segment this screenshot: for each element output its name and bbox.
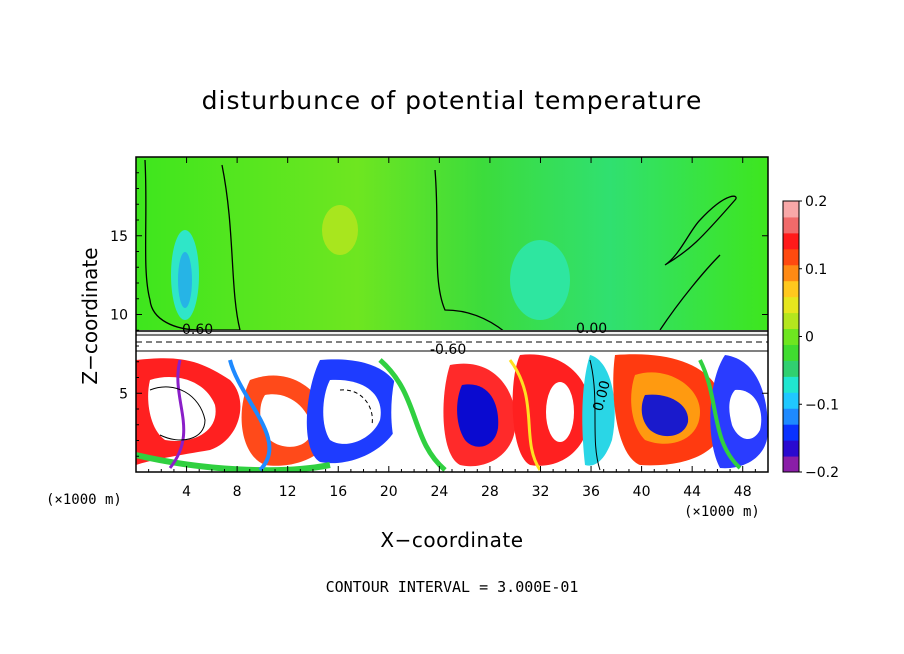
lower-field [136,352,768,472]
x-tick-label: 48 [734,484,752,500]
blue-plume-core [178,252,192,308]
colorbar-segment [783,408,799,425]
y-tick-label: 5 [119,386,128,402]
colorbar-segment [783,328,799,345]
x-tick-label: 28 [481,484,499,500]
y-tick-label: 15 [110,229,128,245]
colorbar-segment [783,344,799,361]
plot-area [136,157,768,472]
patch-white-3 [323,379,381,444]
y-axis-ticks: 5 10 15 [110,172,768,457]
colorbar-segment [783,216,799,234]
patch-blue-2 [457,384,499,447]
upper-contour-right2 [659,254,721,331]
teal-patch [510,240,570,320]
colorbar-tick-label: −0.2 [805,465,839,481]
chart-title: disturbunce of potential temperature [201,86,703,115]
band-purple [168,359,186,469]
colorbar: 0.2 0.1 0 −0.1 −0.2 [782,194,839,481]
colorbar-segment [783,280,799,298]
x-axis-ticks: 4 8 12 16 20 24 28 32 36 40 44 48 [148,157,756,500]
colorbar-segment [783,264,799,282]
upper-contour-right [664,195,737,266]
x-axis-label: X−coordinate [380,528,524,552]
x-tick-label: 8 [233,484,242,500]
x-tick-label: 40 [633,484,651,500]
x-tick-label: 20 [380,484,398,500]
upper-contour-mid [434,169,506,333]
x-tick-label: 36 [582,484,600,500]
colorbar-tick-label: 0.1 [805,262,827,278]
colorbar-segment [783,248,799,266]
band-green-2 [378,358,447,472]
x-tick-label: 12 [279,484,297,500]
colorbar-segment [783,201,799,218]
white-band [136,336,768,352]
patch-white-2 [260,394,312,447]
contour-label-3: 0.60 [182,322,213,338]
band-green-3 [698,359,742,470]
colorbar-segment [783,424,799,441]
x-unit-label-left: (×1000 m) [46,492,122,508]
contour-interval-note: CONTOUR INTERVAL = 3.000E-01 [325,578,579,596]
colorbar-segment [783,312,799,330]
x-tick-label: 44 [683,484,701,500]
band-yellow [508,359,542,471]
x-tick-label: 4 [182,484,191,500]
lower-contour-1 [149,386,206,441]
colorbar-tick-label: 0 [805,330,814,346]
lower-contour-3 [589,359,601,471]
band-green-1 [136,452,331,472]
colorbar-segment [783,392,799,409]
x-tick-label: 16 [329,484,347,500]
colorbar-tick-label: −0.1 [805,397,839,413]
colorbar-segment [783,376,799,393]
colorbar-segment [783,440,799,457]
contour-label-2: 0.00 [590,379,614,413]
upper-contour-left [144,159,241,331]
colorbar-segment [783,360,799,377]
patch-white-5 [546,382,574,442]
colorbar-tick-label: 0.2 [805,194,827,210]
x-tick-label: 24 [430,484,448,500]
patch-blue-3 [641,394,689,437]
boundary-band [136,330,768,336]
colorbar-segment [783,456,799,473]
x-unit-label-right: (×1000 m) [684,504,760,520]
patch-white-6 [729,389,762,440]
colorbar-segment [783,232,799,250]
x-tick-label: 32 [532,484,550,500]
lower-contour-2 [339,389,373,426]
colorbar-segment [783,296,799,314]
y-tick-label: 10 [110,308,128,324]
contour-label-1: -0.60 [430,342,466,358]
band-blue-1 [228,359,272,472]
contour-label-0: 0.00 [576,321,607,337]
upper-field [136,157,768,337]
patch-cyan-1 [582,355,615,466]
yellow-green-patch [322,205,358,255]
